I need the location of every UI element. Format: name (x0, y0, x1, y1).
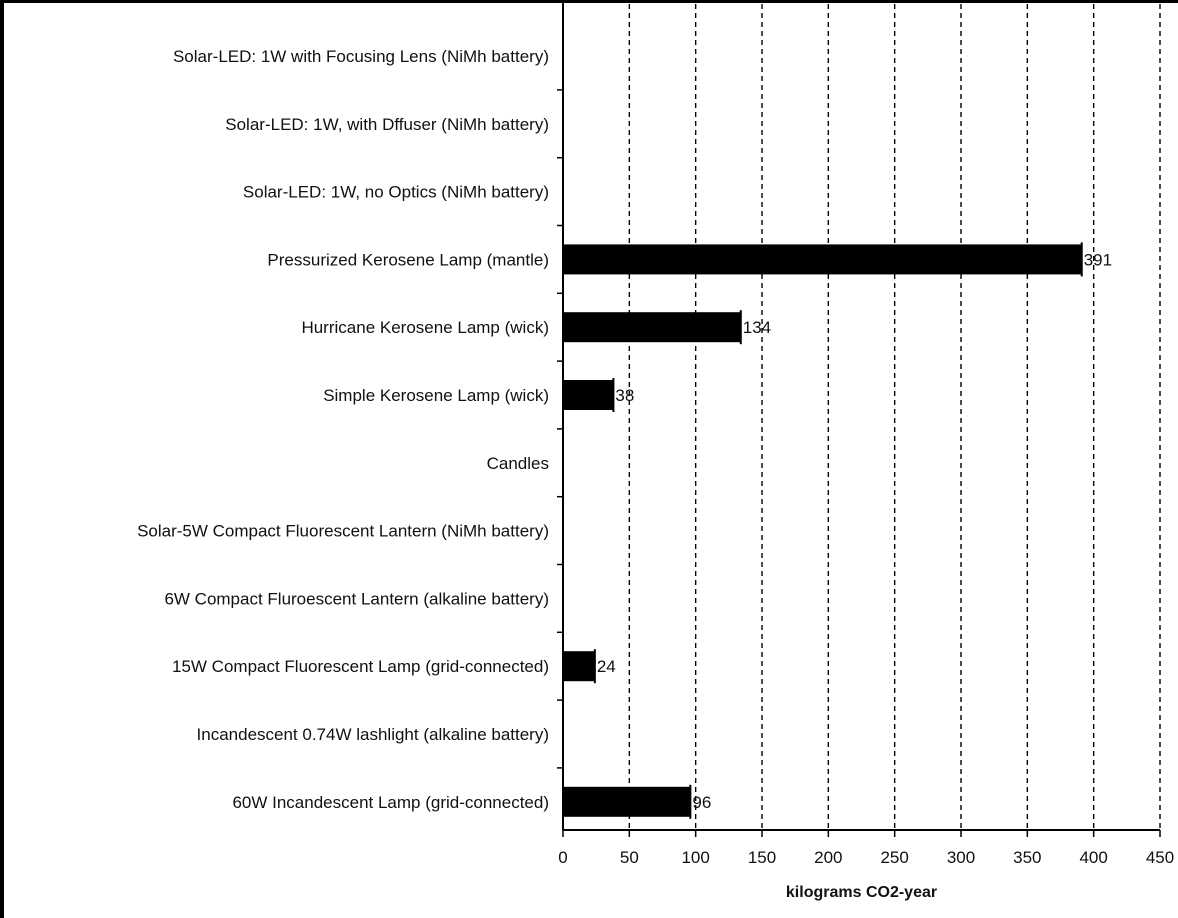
category-label-5: Simple Kerosene Lamp (wick) (323, 386, 549, 405)
bar-11 (563, 786, 691, 817)
bar-4 (563, 312, 741, 343)
data-label-11: 96 (692, 793, 711, 812)
data-label-9: 24 (597, 657, 616, 676)
data-labels: 391 134 38 24 96 (597, 250, 1112, 811)
category-label-3: Pressurized Kerosene Lamp (mantle) (267, 250, 549, 269)
bar-5 (563, 380, 614, 410)
x-tick-label-200: 200 (814, 848, 842, 867)
category-label-7: Solar-5W Compact Fluorescent Lantern (Ni… (137, 522, 549, 541)
data-label-4: 134 (743, 318, 771, 337)
category-label-2: Solar-LED: 1W, no Optics (NiMh battery) (243, 183, 549, 202)
x-tick-label-350: 350 (1013, 848, 1041, 867)
category-label-6: Candles (487, 454, 549, 473)
data-label-3: 391 (1084, 250, 1112, 269)
bar-9 (563, 651, 595, 682)
category-label-8: 6W Compact Fluroescent Lantern (alkaline… (164, 589, 549, 608)
x-tick-label-0: 0 (558, 848, 567, 867)
category-label-4: Hurricane Kerosene Lamp (wick) (301, 318, 549, 337)
x-tick-label-50: 50 (620, 848, 639, 867)
category-label-9: 15W Compact Fluorescent Lamp (grid-conne… (172, 657, 549, 676)
bar-3 (563, 244, 1082, 275)
category-label-1: Solar-LED: 1W, with Dffuser (NiMh batter… (225, 115, 549, 134)
x-tick-label-450: 450 (1146, 848, 1174, 867)
x-axis-title: kilograms CO2-year (786, 884, 937, 901)
x-tick-label-300: 300 (947, 848, 975, 867)
x-tick-label-250: 250 (880, 848, 908, 867)
x-tick-label-150: 150 (748, 848, 776, 867)
bars (563, 242, 1083, 819)
category-label-10: Incandescent 0.74W lashlight (alkaline b… (197, 725, 549, 744)
axes (557, 0, 1161, 837)
x-tick-labels: 0 50 100 150 200 250 300 350 400 450 (558, 848, 1174, 867)
data-label-5: 38 (615, 386, 634, 405)
gridlines (628, 4, 1161, 830)
category-label-0: Solar-LED: 1W with Focusing Lens (NiMh b… (173, 47, 549, 66)
category-labels: Solar-LED: 1W with Focusing Lens (NiMh b… (137, 47, 549, 812)
category-label-11: 60W Incandescent Lamp (grid-connected) (232, 793, 549, 812)
x-tick-label-100: 100 (681, 848, 709, 867)
x-tick-label-400: 400 (1079, 848, 1107, 867)
